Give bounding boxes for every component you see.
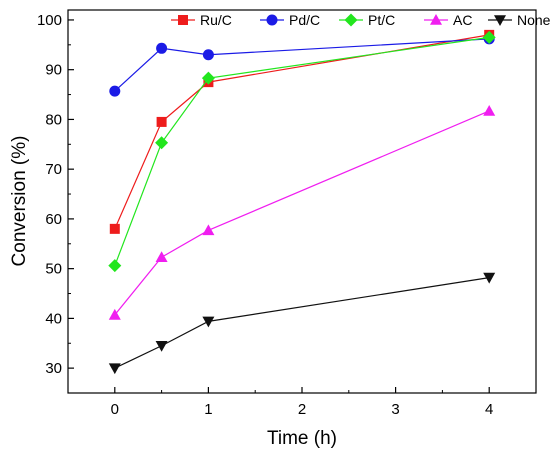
series-line — [114, 277, 490, 369]
data-point — [202, 49, 214, 61]
legend-label: None — [517, 12, 550, 28]
y-axis-title: Conversion (%) — [9, 136, 30, 267]
series-line — [114, 110, 490, 316]
legend-marker — [430, 14, 442, 25]
x-tick-label: 0 — [111, 401, 119, 418]
legend: Ru/C Pd/C Pt/C AC None — [171, 12, 550, 28]
legend-label: Pt/C — [368, 12, 395, 28]
data-point — [155, 136, 169, 150]
data-point — [155, 251, 168, 263]
legend-marker — [344, 13, 358, 27]
series-ru-c — [109, 29, 495, 234]
series-pt-c — [108, 30, 496, 273]
x-tick-label: 2 — [298, 401, 306, 418]
data-point — [483, 104, 496, 116]
x-axis-ticks: 0 1 2 3 4 — [67, 387, 537, 418]
series-none — [108, 272, 496, 375]
series-line — [114, 38, 490, 92]
y-tick-label: 100 — [37, 12, 62, 29]
data-point — [108, 363, 121, 375]
x-tick-label: 3 — [391, 401, 399, 418]
y-tick-label: 40 — [45, 310, 62, 327]
legend-label: AC — [453, 12, 472, 28]
data-point — [201, 71, 215, 85]
x-tick-label: 1 — [204, 401, 212, 418]
data-point — [202, 224, 215, 236]
legend-marker — [494, 15, 506, 26]
plot-area — [67, 9, 537, 394]
legend-marker — [178, 15, 188, 25]
legend-label: Pd/C — [289, 12, 320, 28]
data-point — [108, 259, 122, 273]
series-line — [114, 36, 490, 266]
x-axis-title: Time (h) — [267, 428, 337, 449]
legend-label: Ru/C — [200, 12, 232, 28]
series-ac — [108, 104, 496, 320]
data-point — [483, 272, 496, 284]
y-axis-ticks: 30 40 50 60 70 80 90 100 — [37, 12, 74, 377]
data-point — [202, 316, 215, 328]
data-point — [109, 223, 120, 234]
y-tick-label: 50 — [45, 261, 62, 278]
data-point — [108, 308, 121, 320]
series-line — [114, 34, 490, 230]
data-point — [156, 116, 167, 127]
legend-marker — [266, 14, 278, 26]
data-point — [156, 42, 168, 54]
data-point — [109, 85, 121, 97]
y-tick-label: 30 — [45, 360, 62, 377]
plot-frame — [67, 9, 537, 394]
data-point — [155, 340, 168, 352]
y-tick-label: 60 — [45, 211, 62, 228]
data-point — [482, 30, 496, 44]
y-tick-label: 70 — [45, 161, 62, 178]
series-group — [108, 29, 496, 375]
y-tick-label: 80 — [45, 111, 62, 128]
x-tick-label: 4 — [485, 401, 493, 418]
y-tick-label: 90 — [45, 62, 62, 79]
